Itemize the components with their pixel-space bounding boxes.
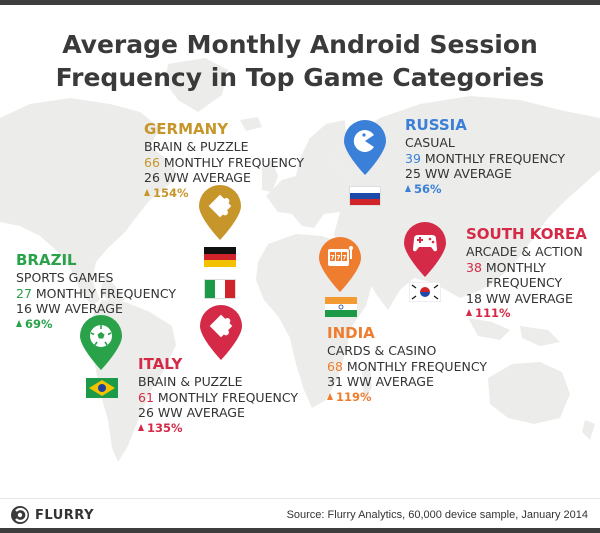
italy-change-value: 135% — [147, 420, 183, 435]
brazil-change: 69% — [16, 317, 176, 333]
russia-ww-label: WW AVERAGE — [424, 166, 512, 181]
italy-country-label: ITALY — [138, 355, 183, 373]
russia-change: 56% — [405, 182, 565, 198]
slot-machine-icon: 7 7 7 — [319, 237, 361, 292]
india-monthly-value: 68 — [327, 358, 343, 374]
russia-ww-value: 25 — [405, 166, 421, 181]
italy-ww-row: 26 WW AVERAGE — [138, 405, 298, 421]
italy-ww-label: WW AVERAGE — [157, 405, 245, 420]
germany-change-value: 154% — [153, 185, 189, 200]
flurry-logo: FLURRY — [10, 505, 94, 525]
south-korea-info: SOUTH KOREA ARCADE & ACTION 38 MONTHLY F… — [466, 225, 587, 322]
source-note: Source: Flurry Analytics, 60,000 device … — [286, 509, 588, 521]
gamepad-icon — [404, 222, 446, 277]
germany-flag-icon — [204, 247, 236, 267]
title-line-1: Average Monthly Android Session — [62, 30, 538, 59]
south-korea-monthly-value: 38 — [466, 259, 482, 275]
germany-info: GERMANY BRAIN & PUZZLE 66 MONTHLY FREQUE… — [144, 120, 304, 201]
germany-monthly-row: 66 MONTHLY FREQUENCY — [144, 155, 304, 171]
svg-text:7: 7 — [336, 255, 340, 262]
top-border — [0, 0, 600, 5]
italy-category: BRAIN & PUZZLE — [138, 374, 243, 389]
brazil-ww-value: 16 — [16, 301, 32, 316]
up-arrow-icon — [405, 184, 411, 192]
india-info: INDIA CARDS & CASINO 68 MONTHLY FREQUENC… — [327, 324, 487, 405]
south-korea-country-label: SOUTH KOREA — [466, 225, 587, 243]
india-country-label: INDIA — [327, 324, 375, 342]
bottom-border — [0, 528, 600, 533]
india-ww-value: 31 — [327, 374, 343, 389]
pacman-icon — [344, 120, 386, 175]
germany-monthly-label: MONTHLY FREQUENCY — [163, 154, 304, 170]
up-arrow-icon — [327, 392, 333, 400]
india-change: 119% — [327, 390, 487, 406]
brazil-ww-row: 16 WW AVERAGE — [16, 301, 176, 317]
italy-change: 135% — [138, 421, 298, 437]
russia-category: CASUAL — [405, 135, 455, 150]
brazil-monthly-value: 27 — [16, 285, 32, 301]
svg-text:7: 7 — [330, 255, 334, 262]
up-arrow-icon — [466, 309, 472, 316]
brazil-flag-icon — [86, 378, 118, 398]
page-title: Average Monthly Android Session Frequenc… — [0, 28, 600, 94]
world-map — [0, 58, 600, 462]
brazil-ww-label: WW AVERAGE — [35, 301, 123, 316]
germany-monthly-value: 66 — [144, 154, 160, 170]
puzzle-icon — [199, 185, 241, 240]
italy-monthly-label: MONTHLY FREQUENCY — [157, 389, 298, 405]
russia-change-value: 56% — [414, 181, 442, 196]
brazil-info: BRAZIL SPORTS GAMES 27 MONTHLY FREQUENCY… — [16, 251, 176, 332]
brazil-country-label: BRAZIL — [16, 251, 77, 269]
india-monthly-label: MONTHLY FREQUENCY — [346, 358, 487, 374]
south-korea-monthly-label-line1: MONTHLY — [485, 259, 546, 275]
india-category: CARDS & CASINO — [327, 343, 437, 358]
south-korea-ww-value: 18 — [466, 290, 482, 306]
svg-text:7: 7 — [342, 255, 346, 262]
russia-monthly-value: 39 — [405, 150, 421, 166]
brazil-monthly-label: MONTHLY FREQUENCY — [35, 285, 176, 301]
south-korea-change: 111% — [466, 306, 587, 322]
india-monthly-row: 68 MONTHLY FREQUENCY — [327, 359, 487, 375]
footer-divider — [0, 498, 600, 499]
russia-ww-row: 25 WW AVERAGE — [405, 166, 565, 182]
brazil-category: SPORTS GAMES — [16, 270, 114, 285]
italy-info: ITALY BRAIN & PUZZLE 61 MONTHLY FREQUENC… — [138, 355, 298, 436]
up-arrow-icon — [16, 319, 22, 327]
india-ww-label: WW AVERAGE — [346, 374, 434, 389]
italy-ww-value: 26 — [138, 405, 154, 420]
south-korea-monthly-label-line2: FREQUENCY — [486, 275, 563, 290]
italy-monthly-row: 61 MONTHLY FREQUENCY — [138, 390, 298, 406]
south-korea-category: ARCADE & ACTION — [466, 244, 583, 259]
germany-ww-row: 26 WW AVERAGE — [144, 170, 304, 186]
flurry-logo-text: FLURRY — [35, 507, 94, 523]
flurry-logo-icon — [11, 506, 29, 524]
south-korea-change-value: 111% — [475, 306, 511, 320]
russia-monthly-label: MONTHLY FREQUENCY — [424, 150, 565, 166]
india-flag-icon — [325, 297, 357, 317]
russia-info: RUSSIA CASUAL 39 MONTHLY FREQUENCY 25 WW… — [405, 116, 565, 197]
italy-monthly-value: 61 — [138, 389, 154, 405]
russia-monthly-row: 39 MONTHLY FREQUENCY — [405, 151, 565, 167]
south-korea-ww-label: WW AVERAGE — [485, 290, 573, 306]
up-arrow-icon — [138, 423, 144, 431]
soccer-ball-icon — [80, 315, 122, 370]
germany-change: 154% — [144, 186, 304, 202]
germany-ww-label: WW AVERAGE — [163, 170, 251, 185]
title-line-2: Frequency in Top Game Categories — [55, 63, 545, 92]
south-korea-flag-icon — [409, 282, 441, 302]
italy-flag-icon — [204, 279, 236, 299]
india-ww-row: 31 WW AVERAGE — [327, 374, 487, 390]
germany-country-label: GERMANY — [144, 120, 229, 138]
south-korea-monthly-row: 38 MONTHLY — [466, 260, 587, 276]
brazil-change-value: 69% — [25, 316, 53, 331]
russia-country-label: RUSSIA — [405, 116, 467, 134]
germany-category: BRAIN & PUZZLE — [144, 139, 249, 154]
germany-ww-value: 26 — [144, 170, 160, 185]
brazil-monthly-row: 27 MONTHLY FREQUENCY — [16, 286, 176, 302]
puzzle-icon — [200, 305, 242, 360]
india-change-value: 119% — [336, 389, 372, 404]
south-korea-ww-row: 18 WW AVERAGE — [466, 291, 587, 307]
russia-flag-icon — [349, 186, 381, 206]
up-arrow-icon — [144, 188, 150, 196]
